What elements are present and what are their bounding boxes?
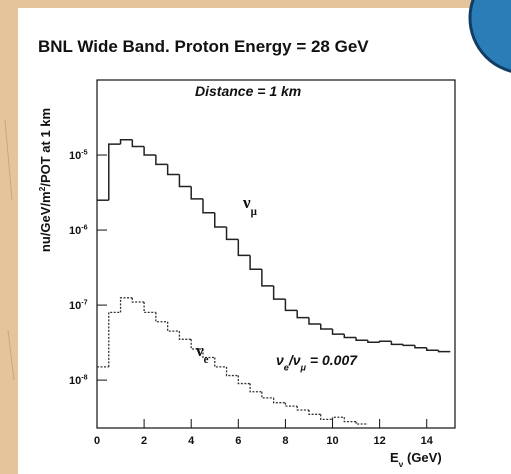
y-tick-label: 10-5	[69, 149, 88, 162]
histogram-step	[425, 347, 439, 352]
y-tick-label: 10-8	[69, 374, 88, 387]
histogram-step	[155, 155, 168, 166]
histogram-step	[390, 341, 404, 346]
histogram-step	[143, 301, 156, 314]
x-tick-label: 6	[235, 435, 241, 447]
series-label: νμ	[242, 193, 258, 218]
histogram-step	[402, 344, 415, 347]
histogram-step	[414, 345, 427, 349]
badge	[468, 0, 511, 73]
x-axis-label: Eν (GeV)	[390, 450, 442, 469]
histogram-step	[190, 339, 203, 350]
histogram-step	[202, 348, 215, 359]
histogram-step	[331, 416, 345, 420]
histogram-step	[108, 311, 121, 367]
histogram-step	[131, 297, 145, 303]
histogram-step	[261, 269, 274, 287]
histogram-step	[378, 340, 392, 343]
histogram-step	[178, 331, 192, 340]
series-label: νe	[195, 341, 209, 366]
histogram-step	[367, 340, 380, 343]
histogram-step	[108, 143, 121, 201]
y-tick-label: 10-7	[69, 299, 88, 312]
histogram-step	[249, 383, 262, 393]
histogram-step	[320, 323, 333, 330]
x-tick-label: 8	[282, 435, 288, 447]
x-tick-label: 12	[374, 435, 386, 447]
histogram-step	[119, 138, 133, 145]
x-tick-label: 10	[326, 435, 338, 447]
x-tick-label: 4	[188, 435, 195, 447]
histogram-step	[284, 299, 298, 312]
y-tick-label: 10-6	[69, 224, 88, 237]
annotation: Distance = 1 km	[195, 83, 301, 99]
histogram-step	[119, 297, 133, 313]
histogram-step	[249, 255, 262, 271]
histogram-step	[237, 375, 251, 385]
sketch-line	[4, 119, 13, 201]
y-axis-label: nu/GeV/m2/POT at 1 km	[37, 108, 53, 252]
histogram-step	[178, 174, 192, 188]
histogram-step	[331, 329, 345, 335]
panel	[18, 8, 511, 474]
histogram-step	[308, 409, 321, 415]
histogram-step	[284, 402, 298, 407]
histogram-step	[225, 366, 239, 377]
histogram-step	[355, 421, 368, 425]
histogram-step	[166, 164, 180, 176]
sketch-line	[7, 329, 15, 381]
histogram-step	[296, 310, 309, 319]
x-tick-label: 0	[94, 435, 100, 447]
chart-title: BNL Wide Band. Proton Energy = 28 GeV	[38, 37, 369, 56]
histogram-step	[143, 146, 156, 156]
histogram-step	[308, 317, 321, 325]
histogram-step	[272, 397, 286, 404]
plot-frame	[96, 79, 456, 429]
histogram-step	[320, 414, 333, 420]
annotation: νe/νμ = 0.007	[276, 352, 358, 373]
histogram-step	[202, 198, 215, 214]
histogram-step	[343, 417, 357, 423]
histogram-step	[272, 285, 286, 300]
histogram-step	[355, 337, 368, 341]
histogram-step	[437, 350, 451, 353]
histogram-step	[237, 239, 251, 257]
histogram-step	[214, 212, 227, 228]
x-tick-label: 14	[421, 435, 434, 447]
x-tick-label: 2	[141, 435, 147, 447]
histogram-step	[296, 406, 309, 411]
histogram-step	[343, 334, 357, 339]
histogram-step	[190, 186, 203, 200]
histogram-step	[131, 139, 145, 148]
histogram-step	[225, 226, 239, 241]
